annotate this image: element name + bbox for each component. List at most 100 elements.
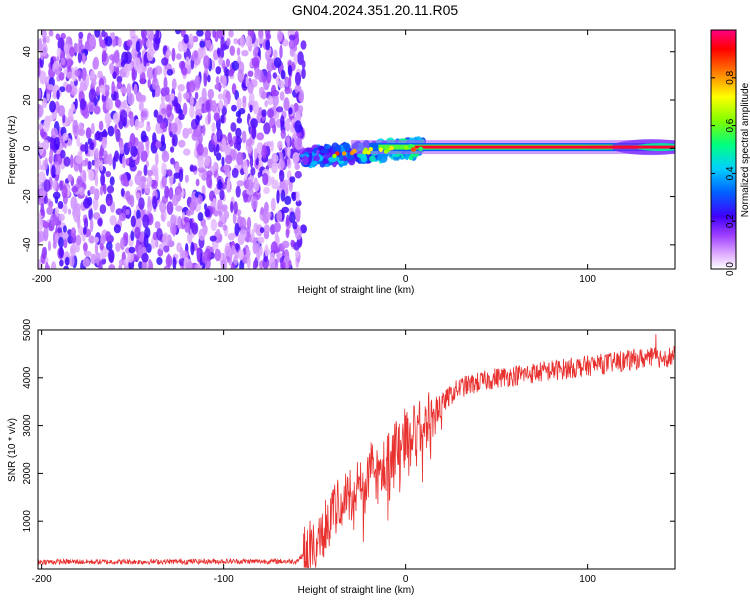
- spectrogram-cell: [217, 48, 225, 60]
- spectrogram-cell: [342, 151, 347, 156]
- spectrogram-cell: [176, 53, 182, 60]
- spectrogram-cell: [217, 179, 222, 190]
- spectrogram-cell: [237, 68, 244, 83]
- spectrogram-cell: [166, 220, 171, 228]
- spectrogram-cell: [155, 239, 159, 248]
- spectrogram-cell: [127, 250, 134, 263]
- spectrogram-cell: [70, 154, 74, 169]
- spectrogram-cell: [88, 207, 93, 221]
- spectrogram-frame: [37, 29, 676, 270]
- spectrogram-cell: [121, 51, 129, 64]
- spectrogram-cell: [249, 154, 254, 168]
- spectrogram-cell: [244, 164, 249, 179]
- spectrogram-cell: [94, 173, 99, 187]
- spectrogram-cell: [178, 168, 184, 183]
- spectrogram-cell: [60, 57, 66, 66]
- spectrogram-cell: [113, 224, 121, 234]
- spectrogram-cell: [233, 255, 238, 266]
- spectrogram-cell: [189, 105, 195, 119]
- spectrogram-cell: [58, 213, 65, 222]
- spectrogram-cell: [38, 67, 41, 77]
- spectrogram-cell: [51, 164, 56, 179]
- spectrogram-cell: [230, 201, 234, 213]
- spectrogram-cell: [83, 197, 91, 209]
- spectrogram-cell: [172, 193, 179, 207]
- spectrogram-cell: [59, 86, 66, 93]
- spectrogram-cell: [204, 30, 211, 41]
- spectrogram-cell: [277, 159, 285, 170]
- spectrogram-cell: [126, 83, 132, 97]
- spectrogram-cell: [369, 155, 376, 162]
- spectrogram-cell: [178, 113, 185, 121]
- spectrogram-cell: [166, 169, 173, 177]
- spectrogram-cell: [94, 155, 100, 169]
- spectrogram-cell: [100, 235, 106, 245]
- spectrogram-cell: [183, 148, 191, 156]
- spectrogram-cell: [129, 115, 135, 127]
- spectrogram-cell: [99, 185, 104, 196]
- spectrogram-cell: [147, 259, 152, 269]
- spectrogram-cell: [123, 232, 129, 241]
- spectrogram-cell: [170, 122, 178, 134]
- spectrogram-cell: [247, 70, 254, 77]
- snr-panel: -200 -100 0 100 1000 2000 3000 4000 5000 Height…: [7, 318, 676, 596]
- spectrogram-cell: [84, 157, 89, 165]
- spectrogram-cell: [188, 33, 194, 45]
- spectrogram-cell: [220, 114, 225, 124]
- spectrogram-cell: [97, 218, 103, 226]
- spectrogram-cell: [120, 109, 128, 124]
- spectrogram-cell: [184, 220, 191, 233]
- spectrogram-cell: [254, 67, 261, 80]
- spectrogram-cell: [193, 50, 199, 59]
- y-tick-label: -20: [22, 189, 33, 204]
- spectrogram-cell: [181, 66, 188, 76]
- spectrogram-cell: [172, 133, 178, 147]
- spectrogram-cell: [280, 261, 286, 269]
- spectrogram-cell: [58, 247, 64, 258]
- spectrogram-cell: [143, 53, 148, 67]
- spectrogram-cell: [170, 146, 175, 153]
- spectrogram-cell: [255, 243, 261, 253]
- spectrogram-cell: [111, 81, 115, 95]
- spectrogram-cell: [64, 256, 70, 266]
- spectrogram-cell: [152, 195, 158, 210]
- spectrogram-cell: [270, 140, 274, 152]
- spectrogram-cell: [128, 179, 134, 187]
- spectrogram-cell: [245, 138, 252, 147]
- spectrogram-cell: [120, 237, 125, 251]
- spectrogram-cell: [118, 259, 125, 266]
- spectrogram-cell: [294, 163, 300, 170]
- spectrogram-cell: [270, 241, 278, 255]
- spectrogram-cell: [46, 84, 54, 91]
- spectrogram-cell: [217, 30, 224, 39]
- spectrogram-cell: [146, 67, 154, 80]
- y-tick-label: 0: [22, 145, 33, 151]
- spectrogram-cell: [195, 109, 203, 117]
- spectrogram-cell: [54, 196, 59, 204]
- spectrogram-cell: [212, 30, 216, 38]
- spectrogram-cell: [263, 224, 270, 235]
- spectrogram-cell: [295, 191, 300, 202]
- spectrogram-cell: [197, 132, 203, 145]
- spectrogram-cell: [229, 45, 236, 56]
- spectrogram-cell: [136, 209, 141, 220]
- spectrogram-cell: [161, 175, 167, 188]
- spectrogram-cell: [56, 89, 60, 100]
- spectrogram-cell: [183, 92, 190, 100]
- spectrogram-cell: [104, 112, 113, 125]
- spectrogram-cell: [228, 248, 233, 260]
- spectrogram-cell: [279, 169, 285, 182]
- spectrogram-cell: [292, 221, 298, 230]
- spectrogram-cell: [251, 126, 257, 140]
- spectrogram-cell: [284, 86, 291, 95]
- spectrogram-cell: [196, 143, 204, 156]
- spectrogram-cell: [278, 80, 285, 89]
- spectrogram-cell: [225, 58, 230, 68]
- spectrogram-cell: [45, 264, 51, 269]
- spectrogram-cell: [151, 89, 156, 98]
- spectrogram-cell: [418, 146, 423, 151]
- spectrogram-cell: [94, 30, 101, 38]
- spectrogram-cell: [147, 78, 151, 89]
- spectrogram-cell: [234, 222, 240, 237]
- spectrogram-cell: [190, 165, 198, 172]
